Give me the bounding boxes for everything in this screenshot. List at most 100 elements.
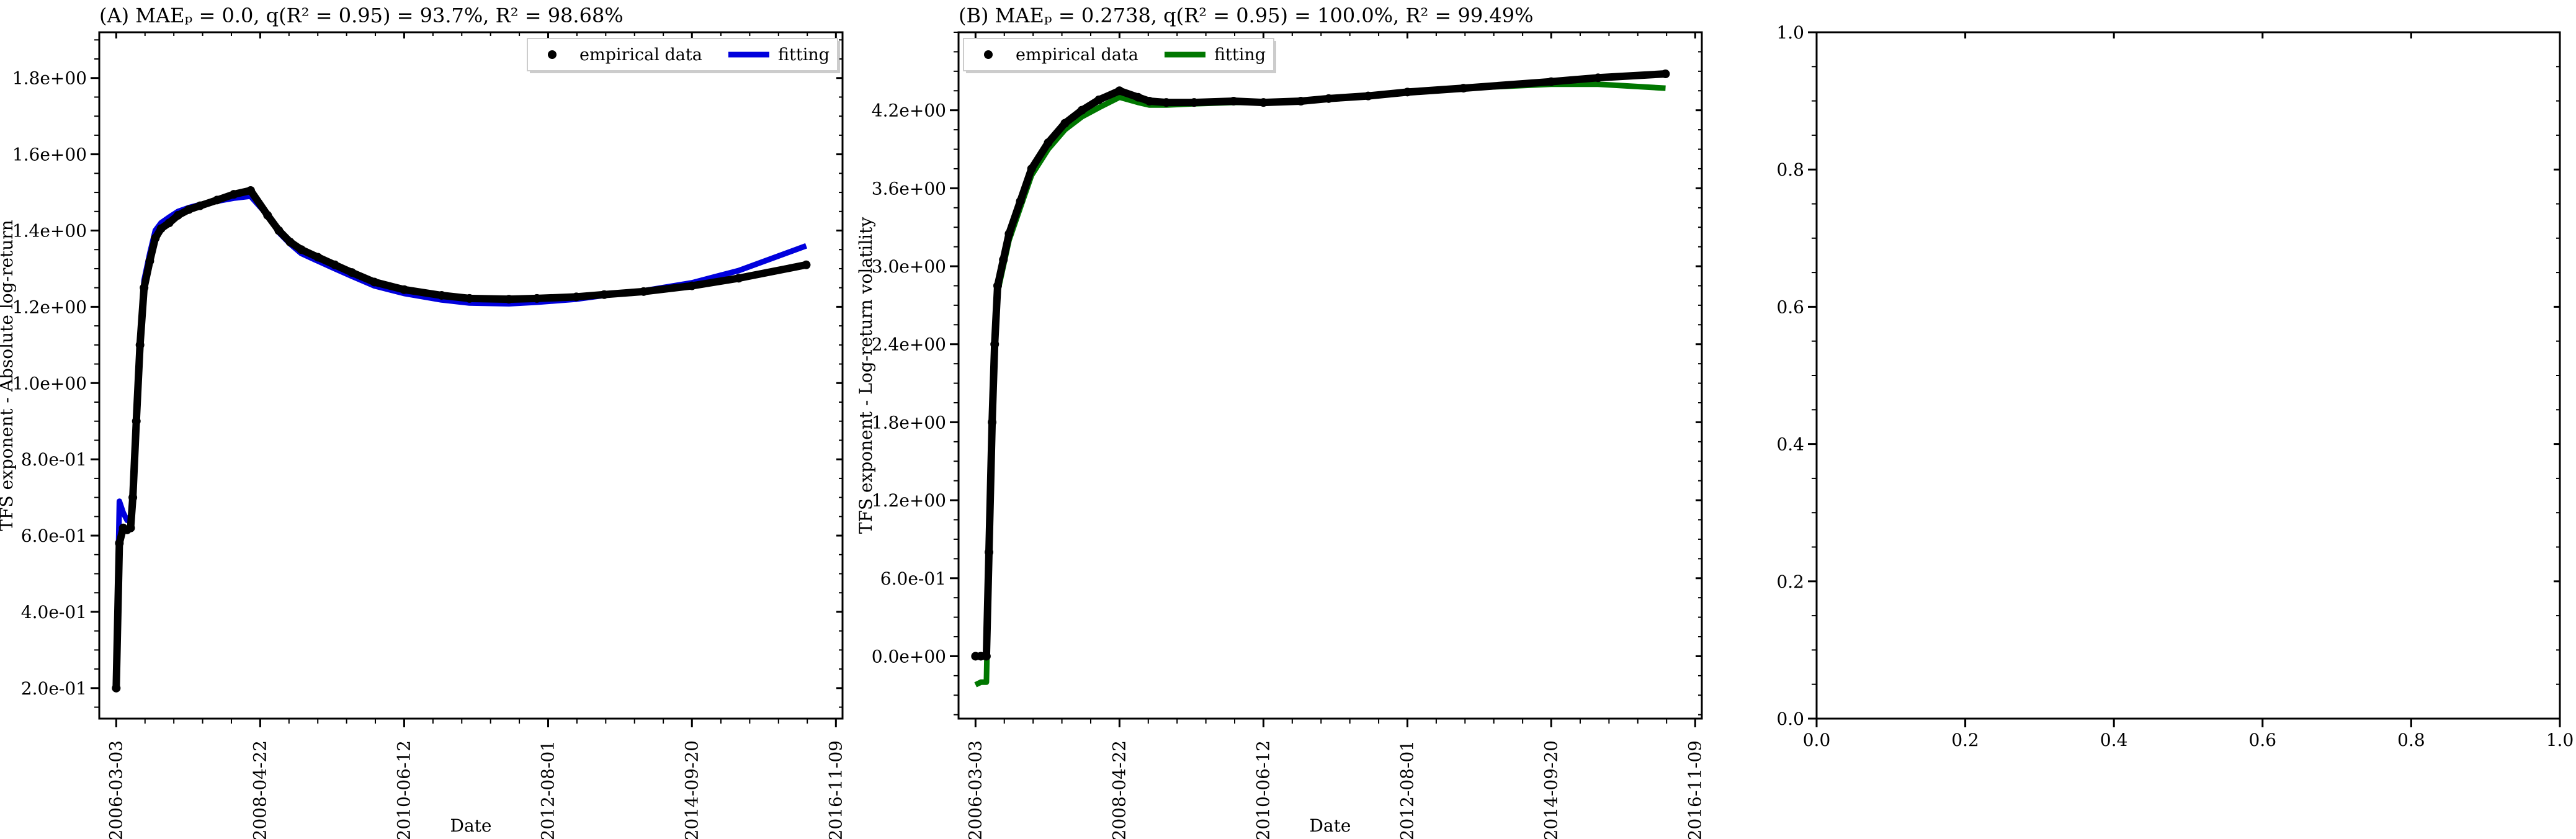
legend-box: [527, 38, 838, 71]
x-tick-label: 2006-03-03: [105, 740, 126, 839]
x-tick-label: 1.0: [2546, 730, 2574, 750]
y-tick-label: 1.0: [1776, 22, 1804, 43]
legend-label: empirical data: [579, 45, 702, 65]
data-point: [532, 294, 542, 303]
x-tick-label: 2006-03-03: [965, 740, 985, 839]
panel-1: 2006-03-03 2008-04-22 2010-06-12 2012-08-01…: [856, 4, 1705, 839]
data-point: [1016, 197, 1025, 206]
data-point: [982, 652, 991, 661]
chart-title: (A) MAEₚ = 0.0, q(R² = 0.95) = 93.7%, R²…: [99, 4, 624, 27]
series-line-empirical: [972, 70, 1670, 660]
panel-0: 2006-03-03 2008-04-22 2010-06-12 2012-08-01…: [0, 4, 846, 839]
data-point: [1296, 97, 1305, 106]
data-point: [571, 292, 581, 302]
plot-frame: [957, 31, 1703, 720]
data-point: [274, 226, 284, 235]
y-tick-label: 0.0: [1776, 709, 1804, 729]
data-point: [999, 255, 1008, 264]
data-point: [1094, 95, 1104, 104]
data-point: [1115, 86, 1124, 96]
y-tick-label: 6.0e-01: [21, 526, 87, 546]
legend: empirical data fitting: [527, 38, 840, 73]
legend-label: fitting: [1214, 45, 1266, 65]
x-tick-label: 2012-08-01: [537, 740, 558, 839]
data-point: [1161, 98, 1171, 107]
data-point: [132, 416, 141, 426]
y-axis-label: TFS exponent - Absolute log-return: [0, 220, 17, 531]
y-axis-label: TFS exponent - Log-return volatility: [856, 217, 876, 534]
data-point: [504, 295, 514, 304]
series-line-fitting: [113, 193, 808, 673]
data-point: [1004, 229, 1014, 238]
x-tick-label: 2014-09-20: [1541, 740, 1561, 839]
plot-area: [112, 186, 811, 693]
data-point: [184, 205, 194, 214]
data-point: [990, 339, 1000, 349]
data-point: [212, 195, 221, 205]
data-point: [1134, 92, 1143, 102]
data-point: [400, 285, 409, 294]
y-tick-label: 0.8: [1776, 159, 1804, 180]
data-point: [126, 523, 135, 532]
y-tick-label: 4.2e+00: [872, 101, 946, 121]
legend-label: empirical data: [1016, 45, 1138, 65]
data-point: [246, 186, 255, 195]
y-tick-label: 0.2: [1776, 572, 1804, 592]
data-point: [802, 260, 811, 269]
data-point: [313, 253, 323, 262]
x-tick-label: 0.4: [2100, 730, 2128, 750]
panel-2: 0.0 0.2 0.4 0.6 0.8 1.0 0.0 0.2 0.4 0.6 0.8 1.0: [1776, 22, 2574, 750]
x-tick-label: 2016-11-09: [825, 740, 846, 839]
data-point: [1189, 98, 1199, 107]
y-tick-label: 1.4e+00: [12, 221, 87, 241]
y-tick-label: 6.0e-01: [880, 568, 946, 589]
data-point: [1060, 119, 1070, 128]
data-point: [687, 281, 697, 290]
data-point: [347, 268, 357, 277]
data-point: [599, 290, 609, 299]
data-point: [1259, 98, 1268, 107]
plot-frame: [1815, 31, 2561, 720]
x-tick-label: 0.2: [1951, 730, 1979, 750]
data-point: [1044, 138, 1053, 148]
y-tick-label: 2.4e+00: [872, 334, 946, 355]
x-axis-label: Date: [450, 815, 492, 836]
y-tick-label: 1.0e+00: [12, 373, 87, 393]
data-point: [128, 493, 138, 502]
legend-marker-empirical: [984, 50, 993, 59]
y-tick-label: 4.0e-01: [21, 602, 87, 622]
data-point: [229, 190, 238, 199]
data-point: [734, 274, 743, 283]
x-tick-label: 2014-09-20: [681, 740, 702, 839]
x-tick-label: 0.8: [2397, 730, 2425, 750]
x-tick-label: 2010-06-12: [393, 740, 414, 839]
y-tick-label: 1.8e+00: [872, 412, 946, 433]
x-tick-label: 2010-06-12: [1253, 740, 1273, 839]
y-tick-label: 0.6: [1776, 297, 1804, 317]
x-tick-label: 2012-08-01: [1397, 740, 1417, 839]
plot-area: [971, 70, 1670, 688]
series-line-fitting: [974, 81, 1666, 688]
x-tick-label: 0.6: [2249, 730, 2277, 750]
y-tick-label: 0.0e+00: [872, 646, 946, 666]
data-point: [1403, 87, 1412, 97]
data-point: [297, 245, 306, 254]
data-point: [263, 210, 272, 220]
data-point: [145, 256, 154, 266]
y-tick-label: 2.0e-01: [21, 678, 87, 699]
y-tick-label: 8.0e-01: [21, 449, 87, 470]
y-tick-label: 1.2e+00: [872, 490, 946, 511]
legend-box: [963, 38, 1274, 71]
data-point: [112, 683, 121, 693]
x-tick-label: 2008-04-22: [249, 740, 270, 839]
data-point: [988, 418, 997, 427]
data-point: [370, 277, 379, 287]
x-tick-label: 0.0: [1803, 730, 1831, 750]
series-line-empirical: [112, 187, 810, 692]
legend: empirical data fitting: [963, 38, 1276, 73]
y-tick-label: 3.6e+00: [872, 178, 946, 199]
data-point: [1145, 97, 1154, 106]
data-point: [151, 233, 160, 243]
data-point: [1459, 84, 1468, 93]
